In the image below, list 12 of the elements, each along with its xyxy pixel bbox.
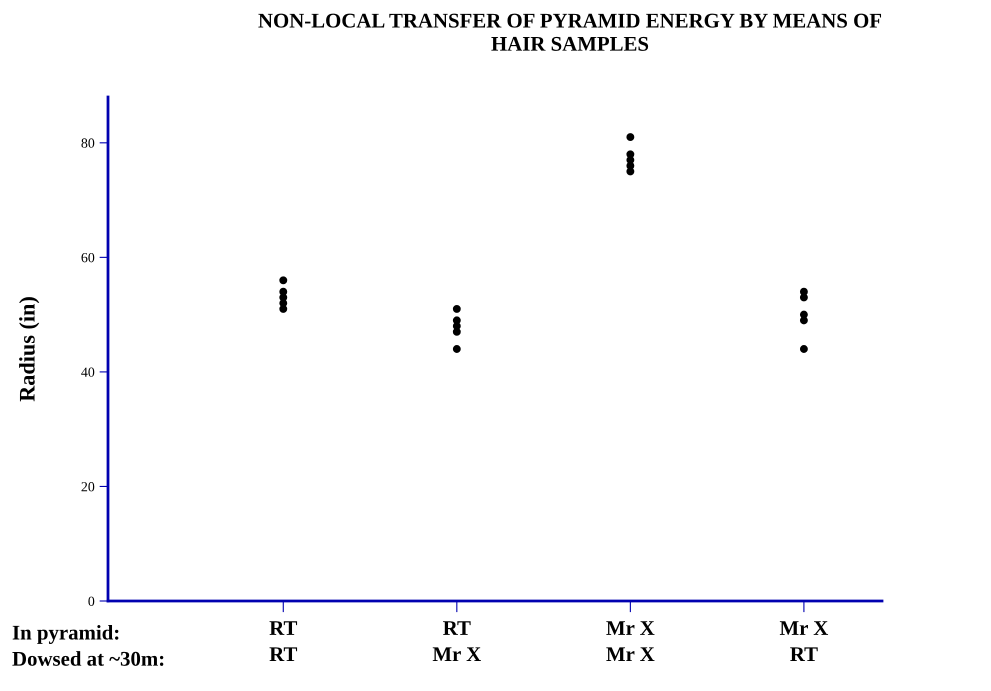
y-tick-label: 0 (88, 596, 94, 606)
x-tick-label: RT RT (270, 621, 298, 662)
y-tick-label: 20 (82, 482, 94, 492)
text: In pyramid: Dowsed at ~30m: (12, 625, 164, 666)
y-tick-label: 60 (82, 252, 94, 262)
y-tick-label: 40 (81, 367, 94, 377)
x-tick-label: Mr X Mr X (606, 621, 655, 662)
chart-title: NON-LOCAL TRANSFER OF PYRAMID ENERGY BY MEANS OF HAIR SAMPLES (258, 14, 882, 51)
y-tick-label: 80 (81, 138, 94, 148)
y-axis-title: Radius (in) (19, 297, 40, 402)
x-tick-label: RT Mr X (432, 621, 481, 662)
x-tick-label: Mr X RT (780, 621, 828, 662)
